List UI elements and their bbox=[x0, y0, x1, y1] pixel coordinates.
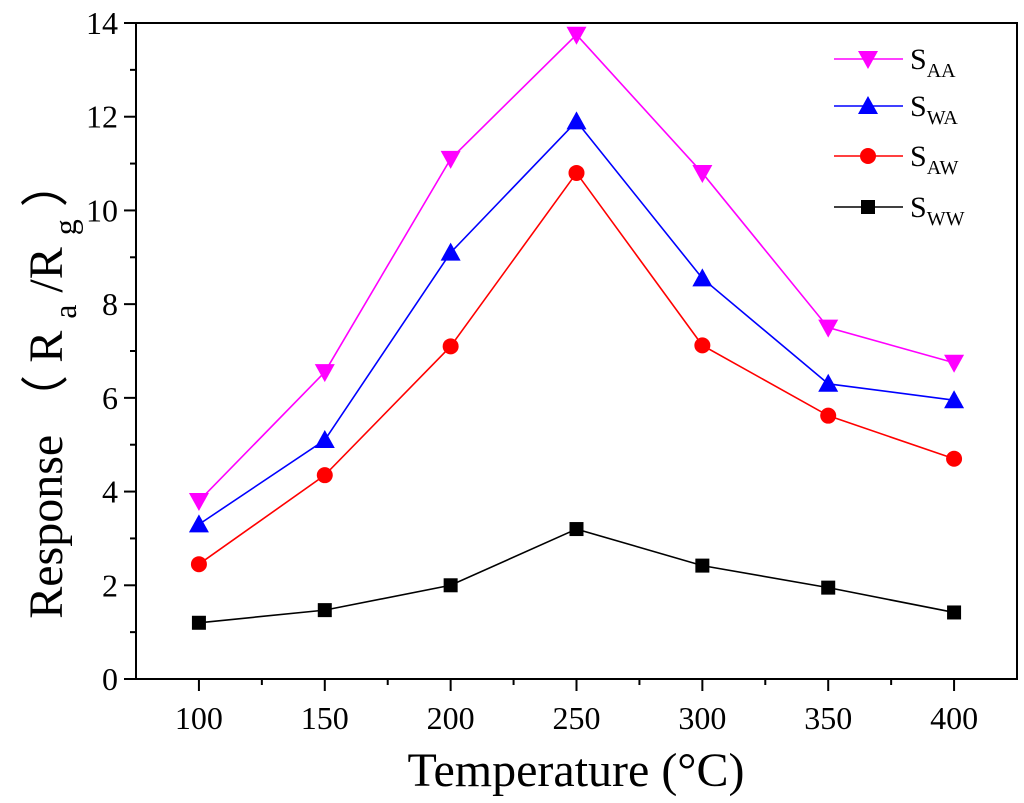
legend-label-sub: AW bbox=[927, 157, 959, 179]
legend-label-sub: WA bbox=[927, 107, 959, 129]
legend-label-main: S bbox=[910, 191, 927, 224]
legend-label-saa: SAA bbox=[910, 43, 956, 82]
data-point-saw bbox=[568, 164, 585, 181]
data-point-sww bbox=[317, 603, 332, 618]
data-point-saa bbox=[440, 150, 461, 169]
y-tick-label: 8 bbox=[102, 286, 118, 322]
legend-marker-swa bbox=[858, 96, 878, 114]
data-point-saw bbox=[316, 467, 333, 484]
data-point-saw bbox=[190, 556, 207, 573]
y-axis: 0 2 4 6 8 10 12 14 bbox=[86, 5, 136, 697]
x-tick-label: 150 bbox=[301, 700, 349, 736]
series-line-saw bbox=[198, 171, 955, 565]
y-axis-label-slash-r: /R bbox=[20, 247, 73, 292]
legend-marker-saw bbox=[860, 148, 876, 164]
x-axis: 100 150 200 250 300 350 400 bbox=[175, 679, 978, 736]
x-tick-label: 100 bbox=[175, 700, 223, 736]
data-point-swa bbox=[692, 268, 713, 287]
x-tick-label: 300 bbox=[678, 700, 726, 736]
y-tick-label: 4 bbox=[102, 474, 118, 510]
y-tick-label: 10 bbox=[86, 192, 118, 228]
x-tick-label: 400 bbox=[930, 700, 978, 736]
data-point-saw bbox=[820, 407, 837, 424]
data-point-saa bbox=[692, 164, 713, 183]
data-point-swa bbox=[818, 373, 839, 392]
data-point-saa bbox=[188, 492, 209, 511]
data-point-saa bbox=[566, 26, 587, 45]
series-layer bbox=[188, 26, 965, 630]
y-axis-label-sub-a: a bbox=[47, 305, 83, 319]
data-point-sww bbox=[191, 615, 206, 630]
series-line-sww bbox=[198, 528, 955, 624]
y-tick-label: 12 bbox=[86, 99, 118, 135]
data-point-sww bbox=[443, 578, 458, 593]
data-point-sww bbox=[695, 558, 710, 573]
legend-label-sww: SWW bbox=[910, 191, 965, 230]
data-point-swa bbox=[440, 242, 461, 261]
data-point-swa bbox=[314, 430, 335, 449]
y-tick-label: 0 bbox=[102, 661, 118, 697]
legend-marker-sww bbox=[861, 200, 875, 214]
data-point-saw bbox=[694, 337, 711, 354]
series-line-swa bbox=[198, 120, 955, 526]
legend-label-main: S bbox=[910, 90, 927, 123]
legend-label-saw: SAW bbox=[910, 140, 959, 179]
y-tick-label: 6 bbox=[102, 380, 118, 416]
legend-label-sub: WW bbox=[927, 208, 965, 230]
data-point-saw bbox=[442, 338, 459, 355]
y-axis-label-sub-g: g bbox=[47, 219, 83, 235]
data-point-swa bbox=[566, 111, 587, 130]
y-tick-label: 2 bbox=[102, 567, 118, 603]
x-tick-label: 350 bbox=[804, 700, 852, 736]
data-point-swa bbox=[944, 390, 965, 409]
data-point-sww bbox=[569, 522, 584, 537]
legend-label-sub: AA bbox=[927, 60, 956, 82]
y-axis-label-prefix: Response bbox=[20, 435, 73, 619]
data-point-saw bbox=[946, 450, 963, 467]
series-line-saa bbox=[198, 33, 955, 502]
data-point-saa bbox=[314, 364, 335, 383]
x-tick-label: 250 bbox=[553, 700, 601, 736]
y-axis-label: Response （ R a /R g ） bbox=[20, 159, 87, 619]
y-axis-label-paren-open: （ bbox=[20, 375, 73, 423]
legend-label-swa: SWA bbox=[910, 90, 958, 129]
legend-marker-saa bbox=[858, 51, 878, 69]
data-point-saa bbox=[944, 354, 965, 373]
x-axis-label: Temperature (°C) bbox=[407, 744, 744, 797]
data-point-saa bbox=[818, 319, 839, 338]
data-point-swa bbox=[188, 514, 209, 533]
y-axis-label-paren-close: ） bbox=[20, 159, 73, 207]
data-point-sww bbox=[947, 605, 962, 620]
data-point-sww bbox=[821, 580, 836, 595]
legend-label-main: S bbox=[910, 43, 927, 76]
y-axis-label-r: R bbox=[20, 331, 73, 363]
x-tick-label: 200 bbox=[427, 700, 475, 736]
y-tick-label: 14 bbox=[86, 5, 118, 41]
legend-label-main: S bbox=[910, 140, 927, 173]
